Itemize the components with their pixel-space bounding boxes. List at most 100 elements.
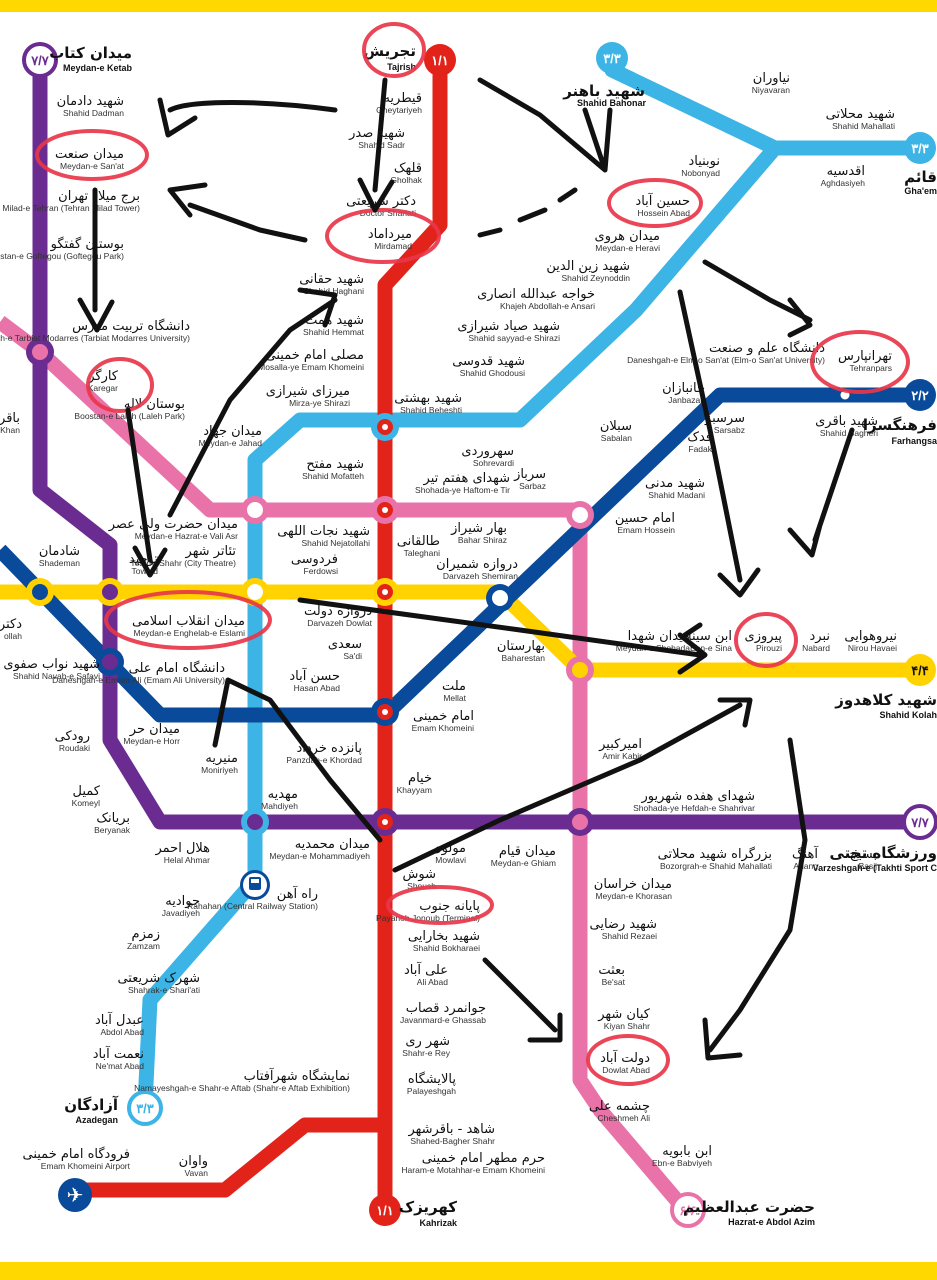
station-label[interactable]: بوستان گفتگوBoostan-e Goftegou (Goftegou…: [0, 236, 124, 261]
interchange-meydan-shohada[interactable]: [566, 656, 594, 684]
terminal-badge-abdol-azim[interactable]: ۶/۶: [670, 1192, 706, 1228]
terminal-badge-takhti[interactable]: ۷/۷: [902, 804, 937, 840]
interchange-shademan[interactable]: [26, 578, 54, 606]
interchange-mahdiyeh[interactable]: [241, 808, 269, 836]
interchange-darvazeh-dowlat[interactable]: [371, 578, 399, 606]
terminal-badge-ghaem[interactable]: ۳/۳: [904, 132, 936, 164]
terminal-badge-kolahdouz[interactable]: ۴/۴: [904, 654, 936, 686]
interchange-darvazeh-shemiran[interactable]: [486, 584, 514, 612]
terminal-badge-meydan-ketab[interactable]: ۷/۷: [22, 42, 58, 78]
interchange-mohammadiyeh[interactable]: [371, 808, 399, 836]
interchange-hefdah-shahrivar[interactable]: [566, 808, 594, 836]
interchange-emam-hossein[interactable]: [566, 501, 594, 529]
terminal-badge-farhangsara[interactable]: ۲/۲: [904, 379, 936, 411]
terminal-badge-azadegan[interactable]: ۳/۳: [127, 1090, 163, 1126]
interchange-vali-asr[interactable]: [241, 496, 269, 524]
interchange-shahid-beheshti[interactable]: [371, 413, 399, 441]
interchange-tarbiat-modarres[interactable]: [26, 338, 54, 366]
station-label[interactable]: برج میلاد تهرانBorj-e Milad-e Tehran (Te…: [0, 189, 140, 213]
railway-station-icon[interactable]: [240, 870, 270, 900]
terminal-badge-tajrish[interactable]: ۱/۱: [424, 44, 456, 76]
interchange-emam-khomeini[interactable]: [371, 698, 399, 726]
interchange-navab-safavi[interactable]: [96, 648, 124, 676]
interchange-haftom-tir[interactable]: [371, 496, 399, 524]
